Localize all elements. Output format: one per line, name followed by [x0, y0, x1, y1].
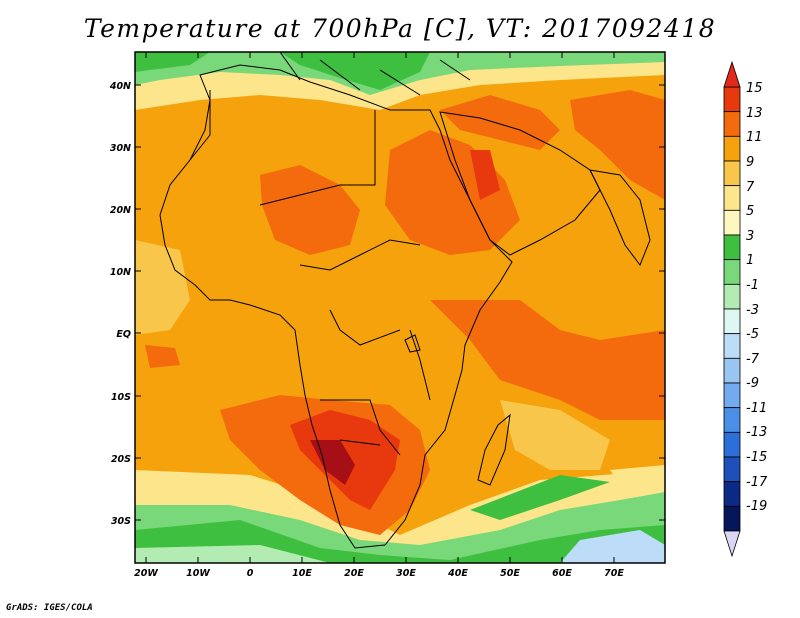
colorbar-label-3: 3: [746, 229, 754, 244]
colorbar-label-9: 9: [746, 155, 754, 170]
lon-label-40e: 40E: [447, 568, 468, 579]
africa-coastline: [159, 64, 513, 549]
colorbar-label-13: 13: [746, 106, 763, 121]
colorbar-label-7: 7: [746, 180, 755, 195]
country-borders: [189, 90, 431, 456]
map-frame: [134, 51, 666, 564]
colorbar-boxes: [723, 86, 741, 532]
grads-credit: GrADS: IGES/COLA: [6, 603, 93, 613]
colorbar-box: [723, 185, 741, 211]
colorbar-label-neg9: -9: [746, 376, 759, 391]
field-mild-atlantic: [135, 240, 190, 335]
field-cream-east: [610, 465, 665, 484]
colorbar-box: [723, 160, 741, 187]
colorbar-label-1: 1: [746, 253, 754, 268]
coastlines: [159, 52, 651, 549]
lon-label-50e: 50E: [500, 568, 520, 579]
lat-label-30s: 30S: [111, 516, 131, 527]
axis-ticks: [135, 52, 665, 563]
colorbar-label-neg1: -1: [746, 278, 759, 293]
colorbar-box: [723, 407, 741, 433]
colorbar-label-11: 11: [746, 130, 763, 145]
lon-label-20w: 20W: [134, 568, 158, 579]
field-green-east: [470, 475, 610, 520]
colorbar-label-neg19: -19: [746, 499, 767, 514]
colorbar-top-triangle: [723, 60, 741, 88]
colorbar-box: [723, 357, 741, 384]
field-blue-south: [560, 530, 665, 563]
colorbar-label-neg13: -13: [746, 425, 767, 440]
madagascar-coastline: [477, 413, 511, 486]
lat-label-10n: 10N: [110, 267, 131, 278]
colorbar-box: [723, 283, 741, 310]
colorbar-box: [723, 505, 741, 532]
colorbar-box: [723, 259, 741, 285]
colorbar-label-neg15: -15: [746, 450, 767, 465]
lat-label-30n: 30N: [110, 143, 131, 154]
colorbar-box: [723, 86, 741, 113]
lon-label-20e: 20E: [344, 568, 364, 579]
colorbar-box: [723, 308, 741, 335]
colorbar-label-neg17: -17: [746, 475, 768, 490]
field-mild-indian-ocean: [500, 400, 610, 470]
field-warm-indian-ocean: [430, 300, 665, 420]
colorbar-label-neg11: -11: [746, 401, 767, 416]
colorbar-label-15: 15: [746, 81, 763, 96]
colorbar-box: [723, 209, 741, 236]
lat-label-20n: 20N: [110, 205, 131, 216]
colorbar-box: [723, 333, 741, 359]
temperature-field: [135, 52, 665, 563]
field-warm-middle-east: [440, 95, 560, 150]
chart-title: Temperature at 700hPa [C], VT: 201709241…: [83, 14, 717, 43]
lon-label-70e: 70E: [604, 568, 624, 579]
colorbar-label-neg5: -5: [746, 327, 759, 342]
colorbar-box: [723, 111, 741, 137]
colorbar-box: [723, 382, 741, 409]
field-green2-north: [280, 52, 430, 90]
lon-label-10e: 10E: [292, 568, 312, 579]
colorbar-box: [723, 431, 741, 458]
lat-label-10s: 10S: [111, 392, 131, 403]
colorbar-box: [723, 456, 741, 483]
field-hot-arabia: [470, 150, 500, 200]
lat-label-20s: 20S: [111, 454, 131, 465]
colorbar-box: [723, 481, 741, 507]
india-coastline: [589, 169, 651, 267]
europe-coastline: [279, 52, 471, 96]
lat-label-40n: 40N: [109, 81, 131, 92]
field-warm-sahara: [260, 165, 360, 255]
field-warm-india: [570, 90, 665, 200]
lon-label-60e: 60E: [552, 568, 572, 579]
lon-label-0: 0: [247, 568, 254, 579]
field-warm-atlantic: [145, 345, 180, 368]
colorbar-label-5: 5: [746, 204, 754, 219]
field-lightgreen-south: [135, 545, 330, 563]
colorbar: 15 13 11 9 7 5 3 1 -1 -3 -5 -7 -9 -11 -1…: [723, 60, 768, 558]
colorbar-label-neg3: -3: [746, 303, 759, 318]
colorbar-label-neg7: -7: [746, 352, 760, 367]
colorbar-box: [723, 234, 741, 261]
colorbar-box: [723, 135, 741, 162]
colorbar-bottom-triangle: [723, 530, 741, 558]
arabia-coastline: [439, 111, 601, 256]
lon-label-30e: 30E: [396, 568, 416, 579]
field-green3-north: [135, 52, 210, 72]
lat-label-eq: EQ: [116, 329, 131, 340]
lake-victoria: [404, 334, 421, 353]
lon-label-10w: 10W: [186, 568, 210, 579]
